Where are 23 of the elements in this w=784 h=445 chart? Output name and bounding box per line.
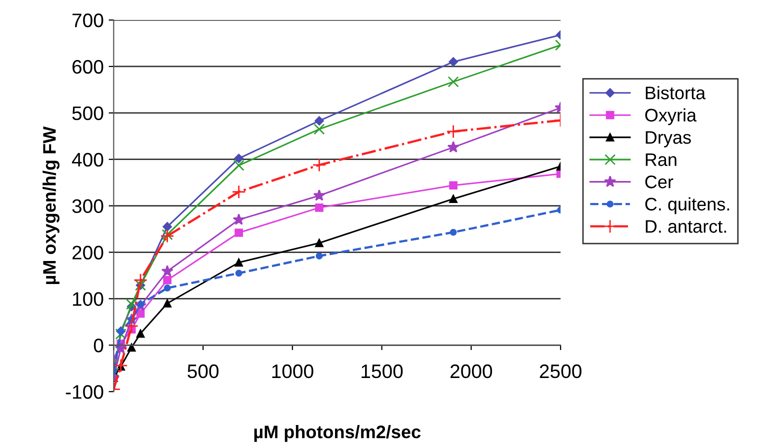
y-tick-label: -100	[66, 385, 104, 399]
x-tick-label: 2000	[450, 364, 492, 378]
x-tick-label: 500	[188, 364, 219, 378]
x-tick-label: 1000	[272, 364, 314, 378]
legend-label: Cer	[645, 176, 674, 188]
y-axis-title: µM oxygen/h/g FW	[42, 126, 60, 284]
y-tick-label: 400	[72, 152, 104, 167]
y-tick-label: 100	[73, 292, 104, 306]
legend-label: Ran	[646, 153, 676, 166]
legend-label: Oxyria	[645, 108, 697, 126]
y-tick-label: 700	[72, 13, 104, 28]
y-tick-label: 500	[72, 106, 104, 120]
legend-label: D. antarct.	[646, 220, 726, 233]
x-tick-label: 2500	[540, 364, 582, 378]
y-tick-label: 300	[72, 199, 104, 214]
y-tick-label: 200	[72, 246, 104, 260]
y-tick-label: 0	[94, 338, 104, 352]
legend-label: Dryas	[646, 131, 691, 148]
y-tick-label: 600	[72, 60, 104, 74]
x-axis-title: µM photons/m2/sec	[254, 425, 421, 442]
legend-label: C. quitens.	[645, 197, 730, 214]
legend-label: Bistorta	[646, 86, 706, 100]
x-tick-label: 1500	[362, 364, 403, 378]
